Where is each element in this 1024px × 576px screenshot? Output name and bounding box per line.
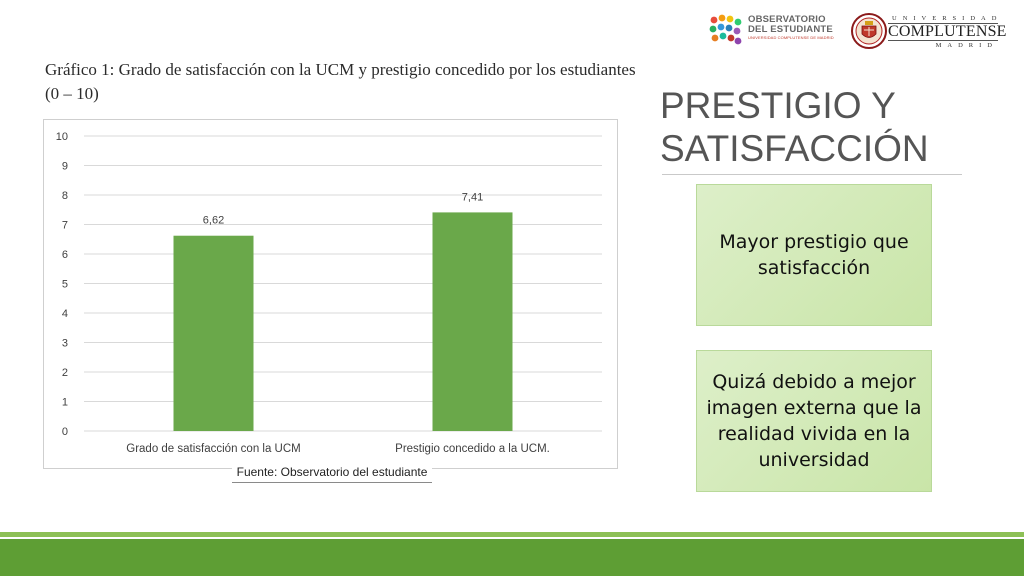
card-imagen-externa: Quizá debido a mejor imagen externa que … [696, 350, 932, 492]
y-tick-label: 3 [62, 338, 68, 350]
y-tick-label: 2 [62, 367, 68, 379]
bar-data-label: 6,62 [203, 215, 224, 227]
logo-dot [709, 25, 717, 33]
observatorio-subline: UNIVERSIDAD COMPLUTENSE DE MADRID [748, 35, 834, 40]
card-mayor-prestigio: Mayor prestigio que satisfacción [696, 184, 932, 326]
observatorio-line2: DEL ESTUDIANTE [748, 24, 833, 35]
bar-chart: 0 1 2 3 4 5 6 7 8 9 10 6,62 Grado de satisfacción co… [43, 119, 618, 469]
logo-dot [719, 32, 727, 40]
logo-dot [734, 18, 742, 26]
logo-dot [727, 34, 735, 42]
chart-caption: Gráfico 1: Grado de satisfacción con la … [45, 60, 636, 103]
logo-dot [718, 14, 726, 22]
y-tick-label: 6 [62, 249, 68, 261]
footer-accent-line [0, 532, 1024, 537]
ucm-univ-text: UNIVERSIDAD [892, 15, 1003, 22]
logo-dot [710, 16, 718, 24]
logo-dot [733, 27, 741, 35]
y-tick-label: 1 [62, 397, 68, 409]
y-tick-label: 4 [62, 308, 68, 320]
x-tick-label: Grado de satisfacción con la UCM [126, 443, 301, 455]
x-tick-label: Prestigio concedido a la UCM. [395, 443, 550, 455]
y-tick-label: 7 [62, 220, 68, 232]
logo-dot [726, 15, 734, 23]
bar [173, 235, 254, 431]
observatorio-dots-icon [709, 14, 742, 45]
card-mayor-prestigio-text: Mayor prestigio que satisfacción [719, 231, 909, 279]
y-tick-label: 8 [62, 190, 68, 202]
y-tick-label: 10 [56, 131, 68, 143]
observatorio-line1: OBSERVATORIO [748, 14, 826, 25]
title-divider [662, 174, 962, 175]
logo-dot [717, 23, 725, 31]
bar-data-label: 7,41 [462, 191, 483, 203]
ucm-seal-icon [851, 13, 887, 49]
ucm-logo: UNIVERSIDAD COMPLUTENSE MADRID [850, 12, 1007, 52]
y-tick-label: 5 [62, 279, 68, 291]
y-tick-label: 9 [62, 161, 68, 173]
logo-dot [734, 37, 742, 45]
bar-chart-svg: 0 1 2 3 4 5 6 7 8 9 10 6,62 Grado de satisfacción co… [56, 131, 602, 455]
y-tick-label: 0 [62, 426, 68, 438]
slide-title: PRESTIGIO Y SATISFACCIÓN [660, 85, 929, 169]
logo-dot [725, 24, 733, 32]
bar [432, 212, 513, 431]
chart-source: Fuente: Observatorio del estudiante [232, 462, 432, 483]
observatorio-logo: OBSERVATORIO DEL ESTUDIANTE UNIVERSIDAD … [708, 14, 834, 48]
card-imagen-externa-text: Quizá debido a mejor imagen externa que … [706, 371, 922, 471]
ucm-name-text: COMPLUTENSE [888, 23, 1007, 41]
ucm-city-text: MADRID [935, 42, 998, 49]
logo-dot [711, 34, 719, 42]
footer-band [0, 539, 1024, 576]
